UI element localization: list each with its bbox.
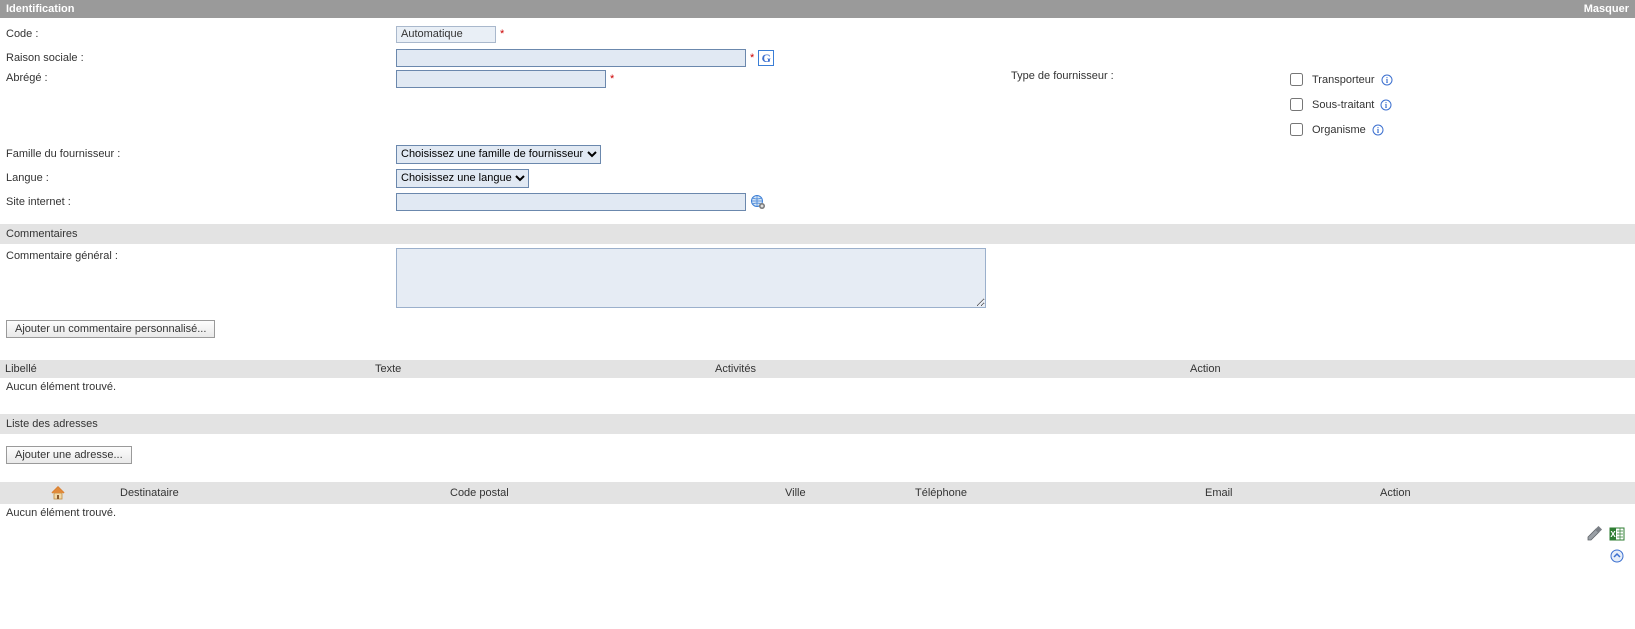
- identification-header: Identification Masquer: [0, 0, 1635, 18]
- col-activites: Activités: [710, 360, 1185, 378]
- settings-icon[interactable]: [1587, 526, 1603, 542]
- label-type-fournisseur: Type de fournisseur :: [1011, 70, 1286, 139]
- row-famille: Famille du fournisseur : Choisissez une …: [6, 142, 1629, 166]
- row-raison-sociale: Raison sociale : * G: [6, 46, 1629, 70]
- commentaire-general-textarea[interactable]: [396, 248, 986, 308]
- addresses-table: Destinataire Code postal Ville Téléphone…: [0, 482, 1635, 504]
- home-icon: [5, 485, 110, 501]
- row-langue: Langue : Choisissez une langue: [6, 166, 1629, 190]
- addresses-empty: Aucun élément trouvé.: [0, 504, 1635, 522]
- type-fournisseur-block: Type de fournisseur : Transporteur i Sou…: [1011, 70, 1635, 139]
- add-comment-button[interactable]: Ajouter un commentaire personnalisé...: [6, 320, 215, 338]
- footer-icons: X: [0, 522, 1635, 548]
- label-langue: Langue :: [6, 170, 396, 186]
- svg-text:i: i: [1377, 126, 1380, 135]
- col-telephone: Téléphone: [910, 482, 1200, 504]
- checkbox-row-sous-traitant: Sous-traitant i: [1286, 95, 1393, 114]
- adresses-controls: Ajouter une adresse...: [0, 434, 1635, 474]
- required-star: *: [610, 73, 614, 85]
- checkbox-label-transporteur: Transporteur: [1312, 74, 1375, 86]
- checkbox-label-organisme: Organisme: [1312, 124, 1366, 136]
- svg-text:i: i: [1385, 101, 1388, 110]
- label-code: Code :: [6, 26, 396, 42]
- export-excel-icon[interactable]: X: [1609, 526, 1625, 542]
- code-value: Automatique: [396, 26, 496, 43]
- col-ville: Ville: [780, 482, 910, 504]
- svg-text:i: i: [1385, 76, 1388, 85]
- checkbox-row-transporteur: Transporteur i: [1286, 70, 1393, 89]
- comments-empty: Aucun élément trouvé.: [0, 378, 1635, 396]
- col-code-postal: Code postal: [445, 482, 780, 504]
- col-destinataire: Destinataire: [115, 482, 445, 504]
- info-icon[interactable]: i: [1372, 124, 1384, 136]
- famille-select[interactable]: Choisissez une famille de fournisseur: [396, 145, 601, 164]
- adresses-title: Liste des adresses: [6, 418, 98, 430]
- checkbox-organisme[interactable]: [1290, 123, 1303, 136]
- open-url-icon[interactable]: [750, 194, 766, 210]
- row-site: Site internet :: [6, 190, 1629, 214]
- row-abrege: Abrégé : * Type de fournisseur : Transpo…: [6, 70, 1629, 142]
- checkbox-transporteur[interactable]: [1290, 73, 1303, 86]
- col-email: Email: [1200, 482, 1375, 504]
- label-raison-sociale: Raison sociale :: [6, 50, 396, 66]
- langue-select[interactable]: Choisissez une langue: [396, 169, 529, 188]
- svg-text:X: X: [1610, 530, 1616, 539]
- col-libelle: Libellé: [0, 360, 370, 378]
- col-action-addr: Action: [1375, 482, 1635, 504]
- required-star: *: [500, 28, 504, 40]
- info-icon[interactable]: i: [1380, 99, 1392, 111]
- abrege-input[interactable]: [396, 70, 606, 88]
- raison-sociale-input[interactable]: [396, 49, 746, 67]
- site-input[interactable]: [396, 193, 746, 211]
- col-texte: Texte: [370, 360, 710, 378]
- checkbox-label-sous-traitant: Sous-traitant: [1312, 99, 1374, 111]
- section-title: Identification: [6, 3, 74, 15]
- commentaires-title: Commentaires: [6, 228, 78, 240]
- row-commentaire-general: Commentaire général :: [6, 248, 1629, 308]
- commentaires-form: Commentaire général : Ajouter un comment…: [0, 244, 1635, 348]
- adresses-header: Liste des adresses: [0, 414, 1635, 434]
- info-icon[interactable]: i: [1381, 74, 1393, 86]
- identification-form: Code : Automatique * Raison sociale : * …: [0, 18, 1635, 224]
- add-address-button[interactable]: Ajouter une adresse...: [6, 446, 132, 464]
- scroll-top-icon[interactable]: [1609, 548, 1625, 564]
- label-commentaire-general: Commentaire général :: [6, 248, 396, 264]
- google-search-icon[interactable]: G: [758, 50, 774, 66]
- col-action: Action: [1185, 360, 1635, 378]
- comments-table: Libellé Texte Activités Action: [0, 360, 1635, 378]
- label-site: Site internet :: [6, 194, 396, 210]
- checkbox-sous-traitant[interactable]: [1290, 98, 1303, 111]
- label-abrege: Abrégé :: [6, 70, 396, 86]
- commentaires-header: Commentaires: [0, 224, 1635, 244]
- required-star: *: [750, 52, 754, 64]
- hide-link[interactable]: Masquer: [1584, 3, 1629, 15]
- col-home-icon: [0, 482, 115, 504]
- label-famille: Famille du fournisseur :: [6, 146, 396, 162]
- checkbox-row-organisme: Organisme i: [1286, 120, 1393, 139]
- row-code: Code : Automatique *: [6, 22, 1629, 46]
